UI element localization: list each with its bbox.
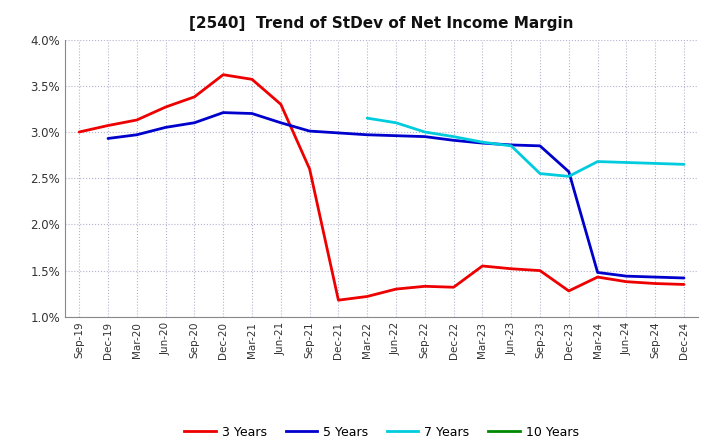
5 Years <box>420 134 429 139</box>
5 Years <box>449 138 458 143</box>
7 Years <box>449 134 458 139</box>
5 Years <box>305 128 314 134</box>
Line: 5 Years: 5 Years <box>108 113 684 278</box>
3 Years <box>363 294 372 299</box>
5 Years <box>593 270 602 275</box>
3 Years <box>248 77 256 82</box>
5 Years <box>507 142 516 147</box>
3 Years <box>507 266 516 271</box>
Line: 7 Years: 7 Years <box>367 118 684 176</box>
7 Years <box>420 129 429 135</box>
3 Years <box>622 279 631 284</box>
5 Years <box>219 110 228 115</box>
7 Years <box>363 115 372 121</box>
3 Years <box>334 297 343 303</box>
5 Years <box>248 111 256 116</box>
7 Years <box>536 171 544 176</box>
7 Years <box>564 174 573 179</box>
7 Years <box>392 120 400 125</box>
5 Years <box>680 275 688 281</box>
5 Years <box>651 275 660 280</box>
3 Years <box>276 102 285 107</box>
3 Years <box>305 166 314 172</box>
5 Years <box>392 133 400 138</box>
5 Years <box>363 132 372 137</box>
5 Years <box>161 125 170 130</box>
Legend: 3 Years, 5 Years, 7 Years, 10 Years: 3 Years, 5 Years, 7 Years, 10 Years <box>179 421 584 440</box>
3 Years <box>219 72 228 77</box>
3 Years <box>392 286 400 292</box>
Line: 3 Years: 3 Years <box>79 75 684 300</box>
3 Years <box>478 263 487 268</box>
7 Years <box>507 143 516 148</box>
3 Years <box>536 268 544 273</box>
3 Years <box>680 282 688 287</box>
5 Years <box>478 140 487 146</box>
7 Years <box>680 161 688 167</box>
3 Years <box>564 288 573 293</box>
3 Years <box>161 104 170 110</box>
3 Years <box>449 285 458 290</box>
3 Years <box>651 281 660 286</box>
7 Years <box>651 161 660 166</box>
7 Years <box>622 160 631 165</box>
3 Years <box>190 94 199 99</box>
3 Years <box>104 123 112 128</box>
3 Years <box>593 275 602 280</box>
3 Years <box>75 129 84 135</box>
5 Years <box>334 130 343 136</box>
5 Years <box>132 132 141 137</box>
3 Years <box>132 117 141 123</box>
7 Years <box>478 139 487 145</box>
5 Years <box>536 143 544 148</box>
5 Years <box>564 169 573 174</box>
5 Years <box>622 274 631 279</box>
5 Years <box>276 120 285 125</box>
5 Years <box>104 136 112 141</box>
3 Years <box>420 284 429 289</box>
5 Years <box>190 120 199 125</box>
Title: [2540]  Trend of StDev of Net Income Margin: [2540] Trend of StDev of Net Income Marg… <box>189 16 574 32</box>
7 Years <box>593 159 602 164</box>
